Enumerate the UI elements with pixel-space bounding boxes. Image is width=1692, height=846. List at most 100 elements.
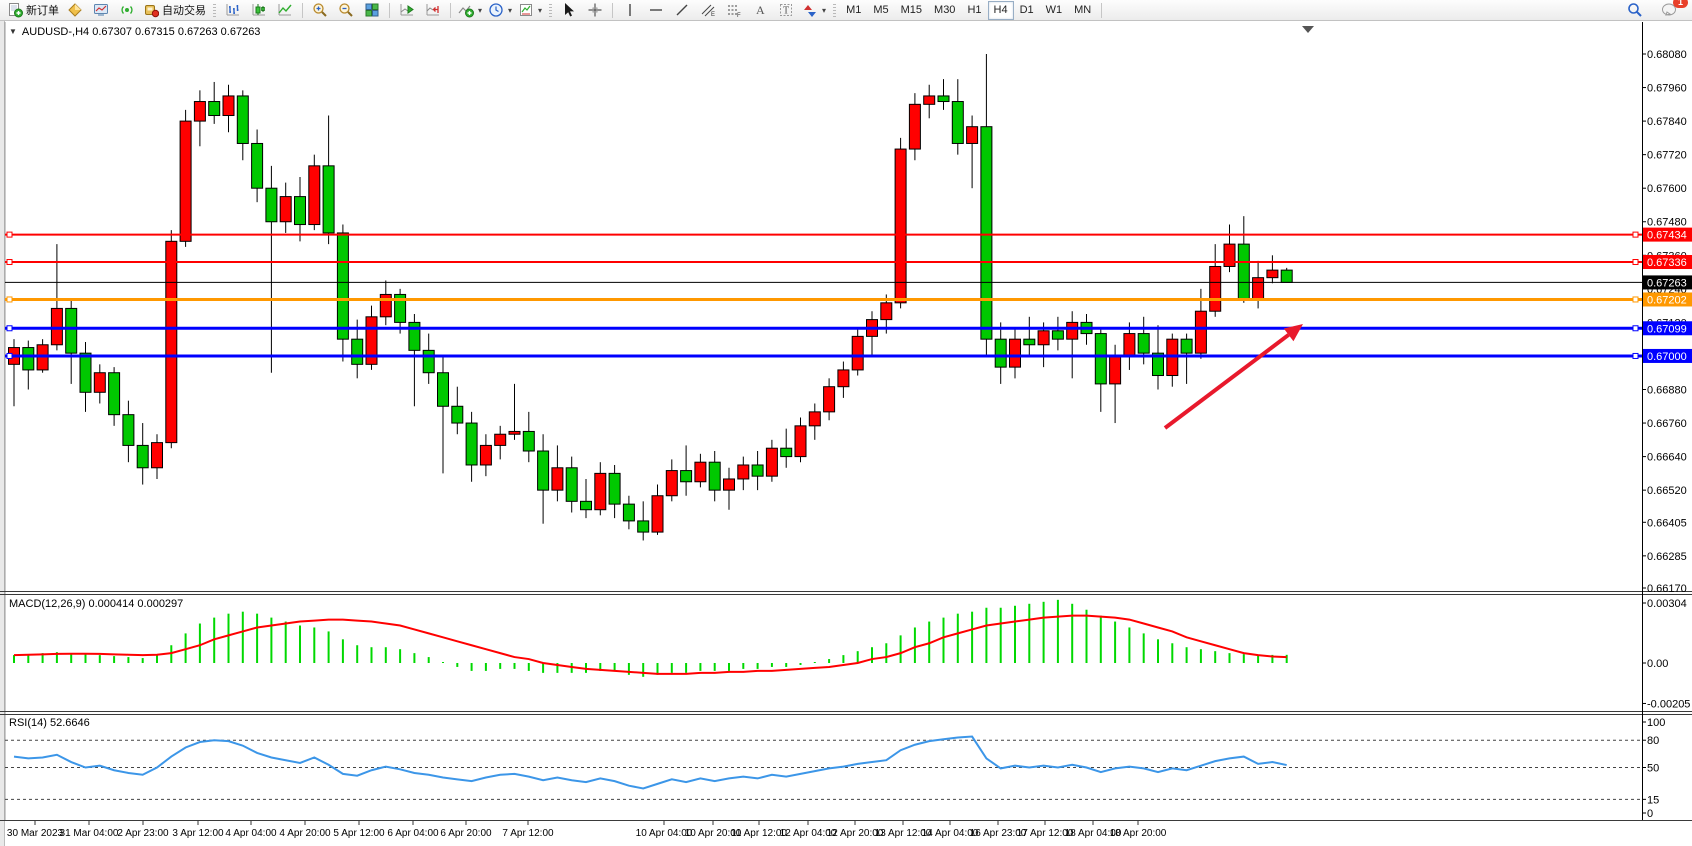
candle[interactable] (65, 300, 78, 384)
candle[interactable] (808, 403, 821, 440)
candle[interactable] (823, 378, 836, 421)
terminal-button[interactable] (88, 0, 114, 21)
timeframe-m15-button[interactable]: M15 (900, 4, 923, 16)
candle[interactable] (594, 462, 607, 516)
market-diamond-button[interactable] (62, 0, 88, 21)
auto-trading-button[interactable]: 自动交易 (140, 0, 209, 21)
timeframe-h4-button[interactable]: H4 (987, 0, 1014, 20)
cursor-button[interactable] (556, 0, 582, 21)
candle[interactable] (1280, 267, 1293, 283)
candle[interactable] (265, 165, 278, 373)
candle[interactable] (894, 137, 907, 309)
symbol-dropdown-icon[interactable]: ▼ (9, 27, 17, 36)
candle[interactable] (737, 456, 750, 491)
line-handle[interactable] (6, 325, 13, 332)
arrows-button[interactable]: ▾ (799, 0, 829, 21)
candle[interactable] (551, 445, 564, 502)
candle[interactable] (851, 327, 864, 376)
line-handle[interactable] (6, 296, 13, 303)
candle[interactable] (294, 177, 306, 242)
zoom-out-button[interactable] (333, 0, 359, 21)
candle[interactable] (794, 417, 807, 463)
candle[interactable] (866, 311, 878, 356)
candle[interactable] (379, 280, 392, 326)
candle[interactable] (208, 81, 221, 124)
candle[interactable] (1252, 260, 1265, 309)
candle[interactable] (308, 154, 321, 231)
candle[interactable] (837, 361, 850, 398)
candle[interactable] (1023, 316, 1036, 356)
candle[interactable] (708, 451, 721, 502)
candle[interactable] (8, 339, 20, 407)
candle[interactable] (50, 244, 63, 351)
candle[interactable] (193, 90, 206, 147)
candle[interactable] (980, 54, 993, 356)
timeframe-h1-button[interactable]: H1 (967, 4, 982, 16)
candle[interactable] (751, 451, 764, 491)
candle[interactable] (622, 495, 635, 530)
timeframe-m30-button[interactable]: M30 (934, 4, 956, 16)
candle[interactable] (251, 129, 264, 203)
candle[interactable] (765, 439, 778, 482)
candle[interactable] (994, 322, 1007, 384)
timeframe-m5-button[interactable]: M5 (873, 4, 889, 16)
candle[interactable] (394, 288, 407, 334)
dropdown-caret-icon[interactable]: ▾ (508, 5, 513, 15)
timeframe-d1-button[interactable]: D1 (1019, 4, 1034, 16)
candle[interactable] (608, 464, 621, 519)
new-order-button[interactable]: 新订单 (4, 0, 62, 21)
equidistant-channel-button[interactable]: E (695, 0, 721, 21)
dropdown-caret-icon[interactable]: ▾ (538, 5, 543, 15)
candle[interactable] (665, 459, 678, 502)
bar-chart-button[interactable] (220, 0, 246, 21)
candle[interactable] (923, 84, 936, 119)
line-handle[interactable] (1632, 296, 1639, 303)
text-button[interactable]: A (747, 0, 773, 21)
candle[interactable] (937, 79, 950, 110)
text-label-button[interactable]: T (773, 0, 799, 21)
timeframe-m1-button[interactable]: M1 (846, 4, 862, 16)
candle[interactable] (79, 341, 92, 412)
line-handle[interactable] (1632, 352, 1639, 359)
candle[interactable] (279, 182, 292, 233)
candle[interactable] (479, 434, 492, 477)
templates-button[interactable]: ▾ (515, 0, 545, 21)
candle[interactable] (1237, 216, 1250, 303)
candlestick-chart-button[interactable] (246, 0, 272, 21)
candle[interactable] (236, 90, 249, 161)
candle[interactable] (522, 411, 535, 463)
chart-shift-button[interactable] (420, 0, 446, 21)
candle[interactable] (365, 305, 378, 370)
candle[interactable] (1066, 311, 1079, 379)
candle[interactable] (336, 224, 349, 362)
line-handle[interactable] (6, 352, 13, 359)
candle[interactable] (1037, 322, 1050, 368)
chart-shift-marker[interactable] (1302, 26, 1314, 33)
candle[interactable] (580, 478, 592, 519)
crosshair-button[interactable] (582, 0, 608, 21)
candle[interactable] (537, 434, 550, 524)
fibonacci-button[interactable]: F (721, 0, 747, 21)
candle[interactable] (1051, 316, 1064, 351)
candle[interactable] (136, 423, 149, 485)
candle[interactable] (322, 115, 335, 245)
dropdown-caret-icon[interactable]: ▾ (478, 5, 483, 15)
candle[interactable] (108, 367, 121, 426)
candle[interactable] (651, 484, 664, 535)
line-handle[interactable] (6, 259, 13, 266)
candle[interactable] (451, 386, 464, 435)
candle[interactable] (1166, 333, 1179, 387)
candle[interactable] (637, 501, 650, 541)
candle[interactable] (908, 93, 921, 161)
candle[interactable] (723, 467, 735, 510)
line-handle[interactable] (6, 231, 13, 238)
zoom-in-button[interactable] (307, 0, 333, 21)
candle[interactable] (951, 79, 964, 155)
search-button[interactable] (1622, 0, 1648, 21)
candle[interactable] (1266, 255, 1279, 284)
candle[interactable] (437, 355, 449, 474)
line-chart-button[interactable] (272, 0, 298, 21)
candle[interactable] (422, 333, 435, 384)
tile-windows-button[interactable] (359, 0, 385, 21)
trendline-button[interactable] (669, 0, 695, 21)
